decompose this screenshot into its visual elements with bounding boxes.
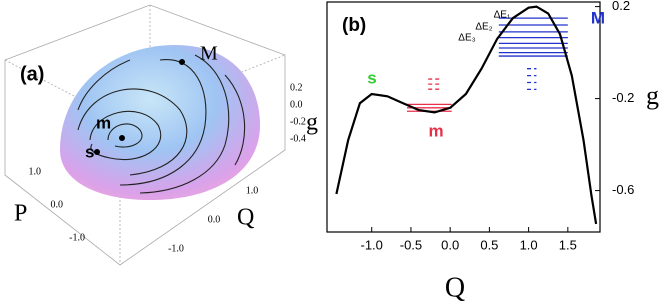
annotation: M	[591, 8, 605, 27]
point-label: M	[200, 43, 218, 65]
z-tick-label: -0.4	[290, 133, 306, 144]
panel-a	[4, 4, 286, 266]
point-label: m	[96, 113, 111, 132]
point-label: s	[85, 142, 94, 161]
x-tick-label: 0.5	[480, 237, 498, 252]
y-tick-label: 0.2	[612, 0, 630, 13]
panel-title: (b)	[342, 15, 366, 36]
y-tick-label: -0.6	[612, 182, 634, 197]
plot-frame	[326, 1, 601, 233]
point	[94, 149, 100, 155]
z-axis-label: g	[306, 110, 318, 136]
x-tick-label: -0.5	[400, 237, 422, 252]
x-tick-label: -1.0	[69, 232, 85, 243]
x-tick-label: 1.0	[520, 237, 538, 252]
x-axis-label: P	[14, 201, 27, 227]
x-tick-label: 0.0	[51, 199, 64, 210]
z-tick-label: 0.0	[290, 99, 303, 110]
point	[179, 59, 185, 65]
annotation: ΔE₁	[494, 10, 511, 21]
z-tick-label: 0.2	[290, 82, 303, 93]
panel-title: (a)	[20, 63, 44, 85]
y-axis-label: g	[646, 81, 659, 110]
y-axis-label: Q	[237, 205, 254, 231]
annotation: m	[428, 121, 443, 140]
surface	[60, 45, 260, 200]
x-tick-label: 1.0	[29, 166, 42, 177]
y-tick-label: 1.0	[246, 185, 259, 196]
y-tick-label: 0.0	[208, 214, 221, 225]
point	[119, 135, 125, 141]
annotation: ΔE₂	[475, 22, 492, 33]
x-tick-label: 0.0	[441, 237, 459, 252]
y-tick-label: -0.2	[612, 90, 634, 105]
curve	[335, 5, 598, 225]
annotation: ΔE₃	[458, 33, 475, 44]
annotation: s	[367, 68, 376, 87]
y-tick-label: -1.0	[168, 243, 184, 254]
x-tick-label: -1.0	[361, 237, 383, 252]
contours	[77, 54, 246, 194]
x-tick-label: 1.5	[559, 237, 577, 252]
x-axis-label: Q	[445, 272, 465, 303]
z-tick-label: -0.2	[290, 116, 306, 127]
